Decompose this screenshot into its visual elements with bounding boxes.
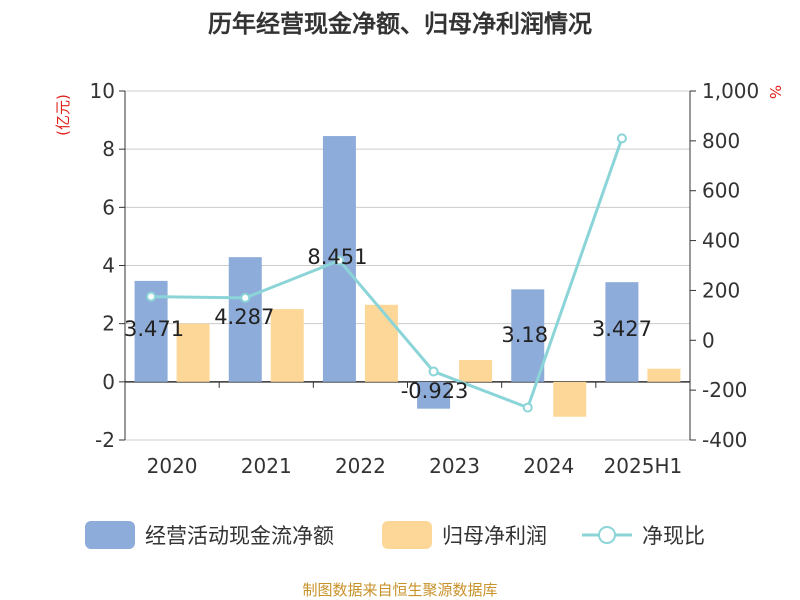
ratio-point bbox=[522, 402, 533, 413]
axes: -2 0 2 4 6 8 10 -400 -200 0 200 400 600 800 1,000 2020 2… bbox=[90, 79, 760, 478]
cashflow-bar bbox=[511, 289, 545, 382]
right-tick-label: 400 bbox=[702, 229, 740, 253]
legend-label-cashflow: 经营活动现金流净额 bbox=[145, 524, 334, 548]
legend-marker-ratio bbox=[598, 526, 616, 544]
right-tick-label: 800 bbox=[702, 129, 740, 153]
x-tick-label: 2021 bbox=[241, 454, 292, 478]
legend: 经营活动现金流净额 归母净利润 净现比 bbox=[85, 521, 705, 549]
ratio-line-path bbox=[151, 137, 624, 410]
cashflow-bar bbox=[605, 282, 639, 382]
ratio-point bbox=[334, 255, 345, 266]
net-profit-bar bbox=[459, 360, 493, 382]
ratio-line bbox=[146, 133, 627, 413]
x-tick-label: 2024 bbox=[523, 454, 574, 478]
data-labels: 3.471 4.287 8.451 -0.923 3.18 3.427 bbox=[124, 245, 652, 403]
x-tick-label: 2020 bbox=[147, 454, 198, 478]
ratio-point bbox=[146, 291, 157, 302]
left-tick-label: 2 bbox=[102, 312, 115, 336]
left-axis-unit: (亿元) bbox=[54, 94, 72, 136]
right-tick-label: 1,000 bbox=[702, 79, 759, 103]
left-tick-label: 8 bbox=[102, 137, 115, 161]
right-tick-label: -400 bbox=[702, 428, 747, 452]
legend-label-net-profit: 归母净利润 bbox=[442, 524, 547, 548]
legend-swatch-net-profit bbox=[382, 521, 432, 549]
cashflow-data-label: -0.923 bbox=[401, 379, 469, 403]
left-tick-label: 6 bbox=[102, 195, 115, 219]
chart-title: 历年经营现金净额、归母净利润情况 bbox=[208, 10, 592, 38]
right-tick-label: -200 bbox=[702, 378, 747, 402]
net-profit-bar bbox=[647, 368, 681, 382]
ratio-point bbox=[616, 133, 627, 144]
net-profit-bar bbox=[176, 323, 210, 382]
left-tick-label: 0 bbox=[102, 370, 115, 394]
net-profit-bar bbox=[270, 309, 304, 382]
x-tick-label: 2025H1 bbox=[604, 454, 683, 478]
cashflow-data-label: 3.427 bbox=[592, 317, 652, 341]
ratio-point bbox=[428, 366, 439, 377]
net-profit-bar bbox=[364, 304, 398, 382]
ratio-point bbox=[240, 292, 251, 303]
cashflow-data-label: 3.18 bbox=[501, 323, 548, 347]
left-tick-label: 4 bbox=[102, 254, 115, 278]
left-tick-label: -2 bbox=[95, 428, 115, 452]
x-tick-label: 2023 bbox=[429, 454, 480, 478]
source-note: 制图数据来自恒生聚源数据库 bbox=[302, 581, 497, 599]
x-tick-label: 2022 bbox=[335, 454, 386, 478]
legend-swatch-cashflow bbox=[85, 521, 135, 549]
right-tick-label: 200 bbox=[702, 278, 740, 302]
net-profit-bar bbox=[553, 381, 587, 417]
cashflow-data-label: 4.287 bbox=[214, 305, 274, 329]
legend-label-ratio: 净现比 bbox=[642, 524, 705, 548]
cashflow-bar bbox=[228, 257, 262, 382]
right-tick-label: 600 bbox=[702, 179, 740, 203]
left-tick-label: 10 bbox=[90, 79, 115, 103]
cashflow-data-label: 3.471 bbox=[124, 317, 184, 341]
bars bbox=[134, 136, 681, 417]
cashflow-data-label: 8.451 bbox=[307, 245, 367, 269]
right-tick-label: 0 bbox=[702, 328, 715, 352]
right-axis-unit: % bbox=[766, 85, 784, 99]
cashflow-bar bbox=[417, 381, 451, 409]
